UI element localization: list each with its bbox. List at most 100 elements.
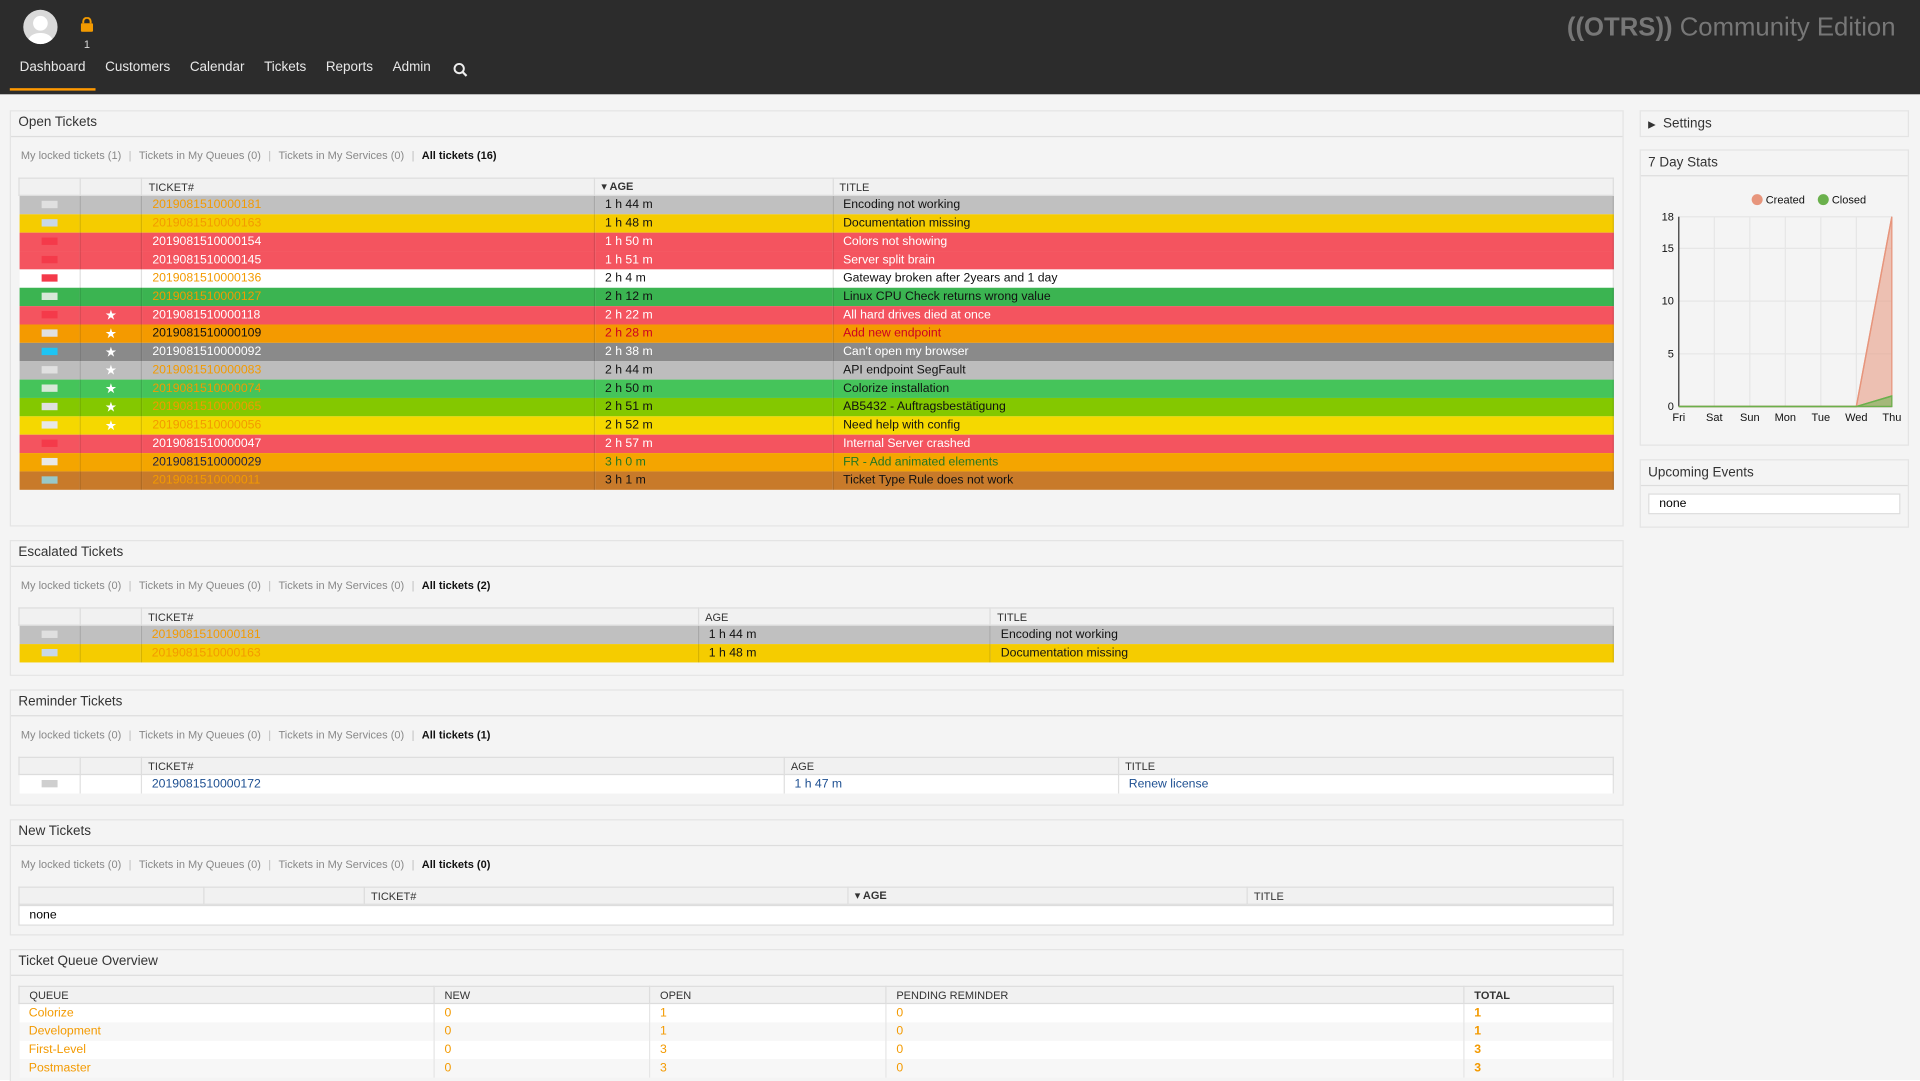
col-pending-reminder[interactable]: PENDING REMINDER (885, 985, 1465, 1005)
ticket-title[interactable]: API endpoint SegFault (832, 361, 1614, 380)
ticket-number-link[interactable]: 2019081510000181 (141, 625, 699, 645)
queue-name-link[interactable]: Postmaster (18, 1059, 435, 1078)
filter-3[interactable]: All tickets (2) (421, 579, 491, 592)
col-title[interactable]: TITLE (832, 177, 1614, 196)
table-row[interactable]: ★ 2019081510000065 2 h 51 m AB5432 - Auftra… (18, 397, 1614, 417)
table-row[interactable]: 2019081510000154 1 h 50 m Colors not showi… (18, 232, 1614, 252)
ticket-number-link[interactable]: 2019081510000011 (141, 471, 596, 490)
search-icon[interactable] (441, 56, 478, 90)
ticket-title[interactable]: Add new endpoint (832, 324, 1614, 343)
col-new[interactable]: NEW (433, 985, 651, 1005)
nav-calendar[interactable]: Calendar (189, 60, 245, 75)
ticket-number-link[interactable]: 2019081510000181 (141, 195, 596, 215)
filter-0[interactable]: My locked tickets (0) (20, 728, 122, 741)
ticket-number-link[interactable]: 2019081510000172 (141, 774, 785, 794)
ticket-number-link[interactable]: 2019081510000136 (141, 269, 596, 288)
ticket-title[interactable]: Colors not showing (832, 232, 1614, 252)
col-title[interactable]: TITLE (989, 607, 1614, 626)
star-icon[interactable]: ★ (104, 418, 117, 434)
col-age[interactable]: AGE (783, 756, 1119, 776)
queue-name-link[interactable]: Colorize (18, 1003, 435, 1023)
queue-count-link[interactable]: 0 (434, 1003, 651, 1023)
col-queue[interactable]: QUEUE (18, 985, 435, 1005)
ticket-number-link[interactable]: 2019081510000118 (141, 306, 596, 325)
ticket-number-link[interactable]: 2019081510000127 (141, 287, 596, 307)
filter-2[interactable]: Tickets in My Services (0) (278, 149, 405, 162)
col-age[interactable]: ▾ AGE (593, 177, 834, 196)
ticket-title[interactable]: Can't open my browser (832, 342, 1614, 362)
ticket-number-link[interactable]: 2019081510000047 (141, 434, 596, 454)
nav-reports[interactable]: Reports (325, 60, 374, 75)
star-icon[interactable]: ★ (104, 326, 117, 342)
col-ticket-number[interactable]: TICKET# (363, 886, 849, 905)
table-row[interactable]: ★ 2019081510000074 2 h 50 m Colorize instal… (18, 379, 1614, 398)
ticket-title[interactable]: Documentation missing (990, 644, 1614, 663)
queue-count-link[interactable]: 0 (885, 1022, 1465, 1041)
filter-3[interactable]: All tickets (0) (421, 858, 491, 871)
table-row[interactable]: 2019081510000011 3 h 1 m Ticket Type Rule … (18, 471, 1614, 490)
table-row[interactable]: 2019081510000136 2 h 4 m Gateway broken af… (18, 269, 1614, 288)
ticket-number-link[interactable]: 2019081510000163 (141, 214, 596, 233)
queue-count-link[interactable]: 3 (1463, 1040, 1614, 1060)
table-row[interactable]: ★ 2019081510000092 2 h 38 m Can't open my b… (18, 342, 1614, 362)
ticket-title[interactable]: Colorize installation (832, 379, 1614, 398)
ticket-title[interactable]: Linux CPU Check returns wrong value (832, 287, 1614, 307)
col-title[interactable]: TITLE (1117, 756, 1614, 776)
table-row[interactable]: 2019081510000163 1 h 48 m Documentation mi… (18, 644, 1614, 663)
table-row[interactable]: 2019081510000029 3 h 0 m FR - Add animated… (18, 453, 1614, 472)
table-row[interactable]: ★ 2019081510000056 2 h 52 m Need help with … (18, 416, 1614, 435)
queue-count-link[interactable]: 1 (649, 1003, 887, 1023)
table-row[interactable]: 2019081510000145 1 h 51 m Server split bra… (18, 251, 1614, 270)
col-title[interactable]: TITLE (1246, 886, 1614, 905)
filter-1[interactable]: Tickets in My Queues (0) (138, 579, 261, 592)
col-total[interactable]: TOTAL (1463, 985, 1614, 1005)
filter-0[interactable]: My locked tickets (1) (20, 149, 122, 162)
avatar[interactable] (23, 9, 58, 45)
filter-2[interactable]: Tickets in My Services (0) (278, 728, 405, 741)
filter-3[interactable]: All tickets (16) (421, 149, 497, 162)
filter-0[interactable]: My locked tickets (0) (20, 858, 122, 871)
table-row[interactable]: 2019081510000163 1 h 48 m Documentation mi… (18, 214, 1614, 233)
ticket-title[interactable]: Ticket Type Rule does not work (832, 471, 1614, 490)
ticket-title[interactable]: Documentation missing (832, 214, 1614, 233)
queue-count-link[interactable]: 1 (649, 1022, 887, 1041)
queue-count-link[interactable]: 0 (434, 1040, 651, 1060)
table-row[interactable]: ★ 2019081510000118 2 h 22 m All hard drives… (18, 306, 1614, 325)
ticket-number-link[interactable]: 2019081510000145 (141, 251, 596, 270)
col-ticket-number[interactable]: TICKET# (141, 177, 596, 196)
queue-count-link[interactable]: 0 (885, 1059, 1465, 1078)
table-row[interactable]: 2019081510000181 1 h 44 m Encoding not wor… (18, 195, 1614, 215)
table-row[interactable]: 2019081510000127 2 h 12 m Linux CPU Check … (18, 287, 1614, 307)
ticket-number-link[interactable]: 2019081510000083 (141, 361, 596, 380)
ticket-title[interactable]: AB5432 - Auftragsbestätigung (832, 397, 1614, 417)
ticket-title[interactable]: Need help with config (832, 416, 1614, 435)
col-open[interactable]: OPEN (648, 985, 887, 1005)
queue-count-link[interactable]: 1 (1463, 1022, 1614, 1041)
nav-customers[interactable]: Customers (105, 60, 171, 75)
col-ticket-number[interactable]: TICKET# (140, 756, 785, 776)
col-age[interactable]: ▾ AGE (847, 886, 1248, 905)
queue-count-link[interactable]: 3 (649, 1040, 887, 1060)
col-age[interactable]: AGE (697, 607, 992, 626)
filter-2[interactable]: Tickets in My Services (0) (278, 858, 405, 871)
nav-admin[interactable]: Admin (392, 60, 431, 75)
ticket-number-link[interactable]: 2019081510000074 (141, 379, 596, 398)
queue-name-link[interactable]: Development (18, 1022, 435, 1041)
queue-count-link[interactable]: 3 (1463, 1059, 1614, 1078)
table-row[interactable]: 2019081510000172 1 h 47 m Renew license (18, 774, 1614, 794)
queue-name-link[interactable]: First-Level (18, 1040, 435, 1060)
settings-widget[interactable]: ▶ Settings (1639, 110, 1909, 138)
ticket-number-link[interactable]: 2019081510000154 (141, 232, 596, 252)
ticket-number-link[interactable]: 2019081510000056 (141, 416, 596, 435)
queue-count-link[interactable]: 0 (434, 1022, 651, 1041)
star-icon[interactable]: ★ (104, 382, 117, 397)
ticket-title[interactable]: Encoding not working (832, 195, 1614, 215)
table-row[interactable]: ★ 2019081510000109 2 h 28 m Add new endpoin… (18, 324, 1614, 343)
ticket-title[interactable]: Renew license (1118, 774, 1614, 794)
nav-dashboard[interactable]: Dashboard (9, 56, 96, 91)
table-row[interactable]: 2019081510000181 1 h 44 m Encoding not wor… (18, 625, 1614, 645)
table-row[interactable]: 2019081510000047 2 h 57 m Internal Server … (18, 434, 1614, 454)
ticket-title[interactable]: FR - Add animated elements (832, 453, 1614, 472)
ticket-number-link[interactable]: 2019081510000163 (141, 644, 699, 663)
queue-count-link[interactable]: 3 (649, 1059, 887, 1078)
